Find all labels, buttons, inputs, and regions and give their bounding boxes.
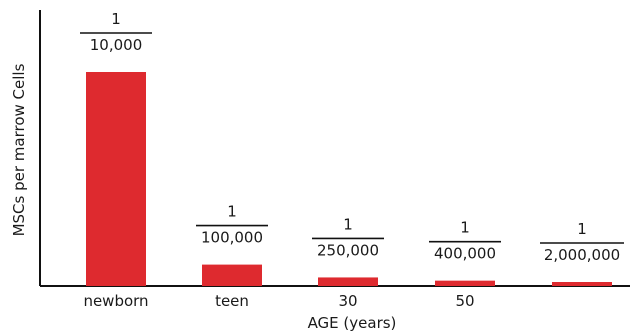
y-axis-title: MSCs per marrow Cells: [10, 63, 28, 236]
x-tick-label-3: 50: [455, 292, 474, 310]
bar-1: [202, 264, 262, 286]
x-tick-label-2: 30: [338, 292, 357, 310]
x-axis-title: AGE (years): [308, 314, 397, 332]
data-label-numerator-0: 1: [111, 10, 121, 28]
bar-2: [318, 277, 378, 286]
bar-4: [552, 282, 612, 286]
bars-group: 1 10,000 newborn 1 100,000 teen 1 250,000 30 1 400…: [80, 10, 624, 310]
x-tick-label-0: newborn: [83, 292, 148, 310]
x-tick-label-1: teen: [215, 292, 249, 310]
data-label-numerator-4: 1: [577, 220, 587, 238]
bar-3: [435, 280, 495, 286]
data-label-numerator-2: 1: [343, 215, 353, 233]
data-label-denominator-4: 2,000,000: [544, 246, 620, 264]
data-label-numerator-1: 1: [227, 203, 237, 221]
bar-0: [86, 72, 146, 286]
data-label-denominator-2: 250,000: [317, 241, 379, 259]
data-label-numerator-3: 1: [460, 219, 470, 237]
data-label-denominator-3: 400,000: [434, 245, 496, 263]
data-label-denominator-0: 10,000: [90, 36, 143, 54]
data-label-denominator-1: 100,000: [201, 229, 263, 247]
